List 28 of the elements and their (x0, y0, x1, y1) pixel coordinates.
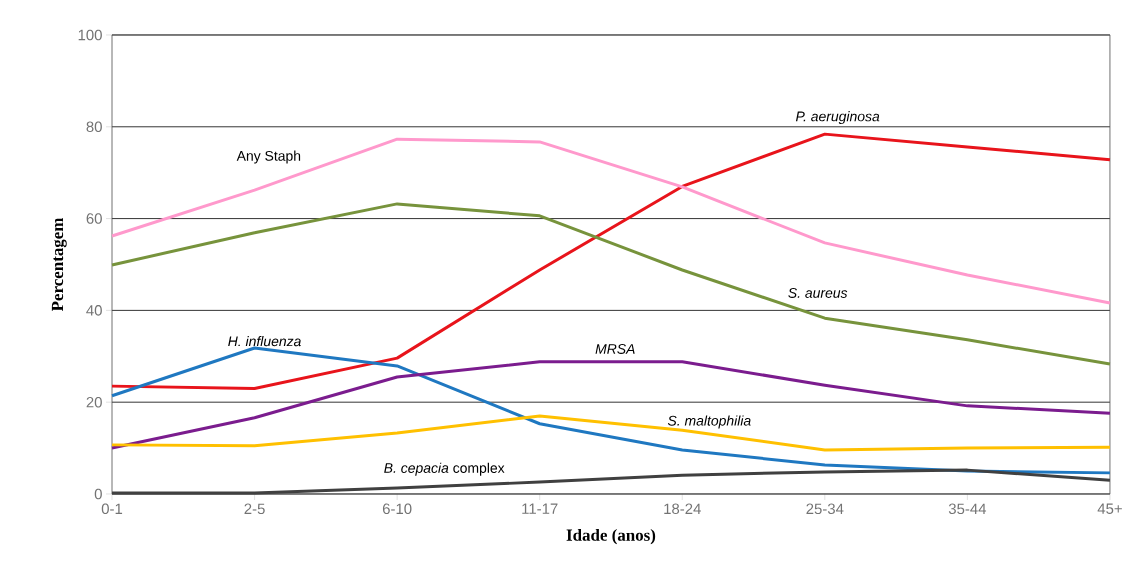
y-tick-label: 100 (78, 29, 102, 41)
series-label: B. cepacia complex (384, 462, 505, 476)
x-tick-label: 45+ (1097, 503, 1122, 514)
x-tick-label: 6-10 (382, 503, 412, 515)
x-tick-label: 35-44 (948, 503, 987, 515)
line-series (110, 137, 1112, 305)
line-series (110, 414, 1112, 452)
series-label: H. influenza (228, 336, 301, 347)
x-tick-label: 25-34 (806, 503, 844, 515)
y-tick-label: 20 (86, 396, 102, 408)
series-label: P. aeruginosa (795, 111, 880, 125)
x-axis-title: Idade (anos) (566, 528, 656, 545)
series-label: S. maltophilia (667, 415, 751, 429)
y-axis-title: Percentagem (51, 217, 67, 312)
y-tick-label: 40 (86, 305, 102, 316)
series-label: MRSA (595, 343, 635, 354)
line-series (110, 202, 1112, 366)
y-tick-label: 60 (86, 213, 102, 224)
series-label: S. aureus (788, 287, 848, 298)
line-series (110, 132, 1112, 390)
x-tick-label: 18-24 (664, 503, 701, 515)
y-tick-label: 0 (94, 488, 102, 500)
line-series (110, 360, 1112, 450)
x-tick-label: 11-17 (522, 503, 558, 514)
x-tick-label: 2-5 (244, 503, 265, 515)
series-label: Any Staph (236, 150, 301, 164)
x-tick-label: 0-1 (101, 503, 123, 515)
y-tick-label: 80 (86, 121, 102, 133)
